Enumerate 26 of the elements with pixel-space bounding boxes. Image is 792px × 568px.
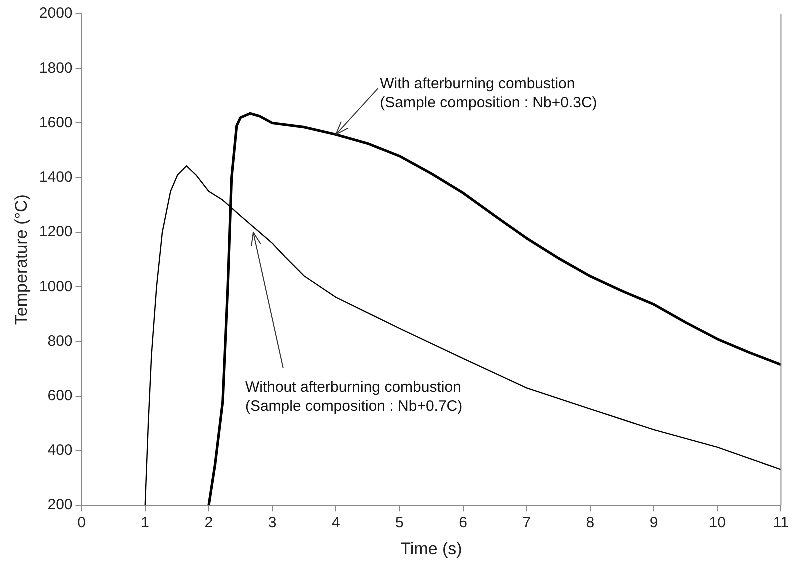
x-tick-label: 1 <box>141 514 150 532</box>
x-tick-label: 9 <box>650 514 658 532</box>
y-tick-label: 1200 <box>39 224 73 241</box>
x-tick-label: 2 <box>204 514 214 532</box>
y-axis-title: Temperature (°C) <box>12 194 31 326</box>
x-tick-label: 5 <box>396 514 404 532</box>
y-tick-label: 1400 <box>39 169 73 186</box>
y-tick-label: 1000 <box>39 278 73 296</box>
annotation: Without afterburning combustion (Sample composition : Nb+0.7C) <box>245 379 463 416</box>
x-tick-label: 11 <box>773 514 790 532</box>
x-tick-label: 6 <box>459 514 468 532</box>
x-tick-label: 8 <box>586 514 595 532</box>
y-tick-label: 600 <box>48 387 73 404</box>
x-tick-label: 10 <box>709 514 726 532</box>
x-tick-label: 3 <box>268 514 277 532</box>
annotation: With afterburning combustion (Sample composition : Nb+0.3C) <box>380 75 598 112</box>
y-tick-label: 1800 <box>39 60 73 77</box>
y-tick-label: 800 <box>48 332 73 350</box>
x-tick-label: 4 <box>332 514 340 532</box>
x-tick-label: 7 <box>522 514 532 532</box>
y-tick-label: 2000 <box>39 5 73 22</box>
x-tick-label: 0 <box>78 514 86 532</box>
y-tick-label: 400 <box>48 442 73 460</box>
y-tick-label: 200 <box>48 496 73 514</box>
x-axis-title: Time (s) <box>400 539 462 558</box>
y-tick-label: 1600 <box>39 114 73 132</box>
